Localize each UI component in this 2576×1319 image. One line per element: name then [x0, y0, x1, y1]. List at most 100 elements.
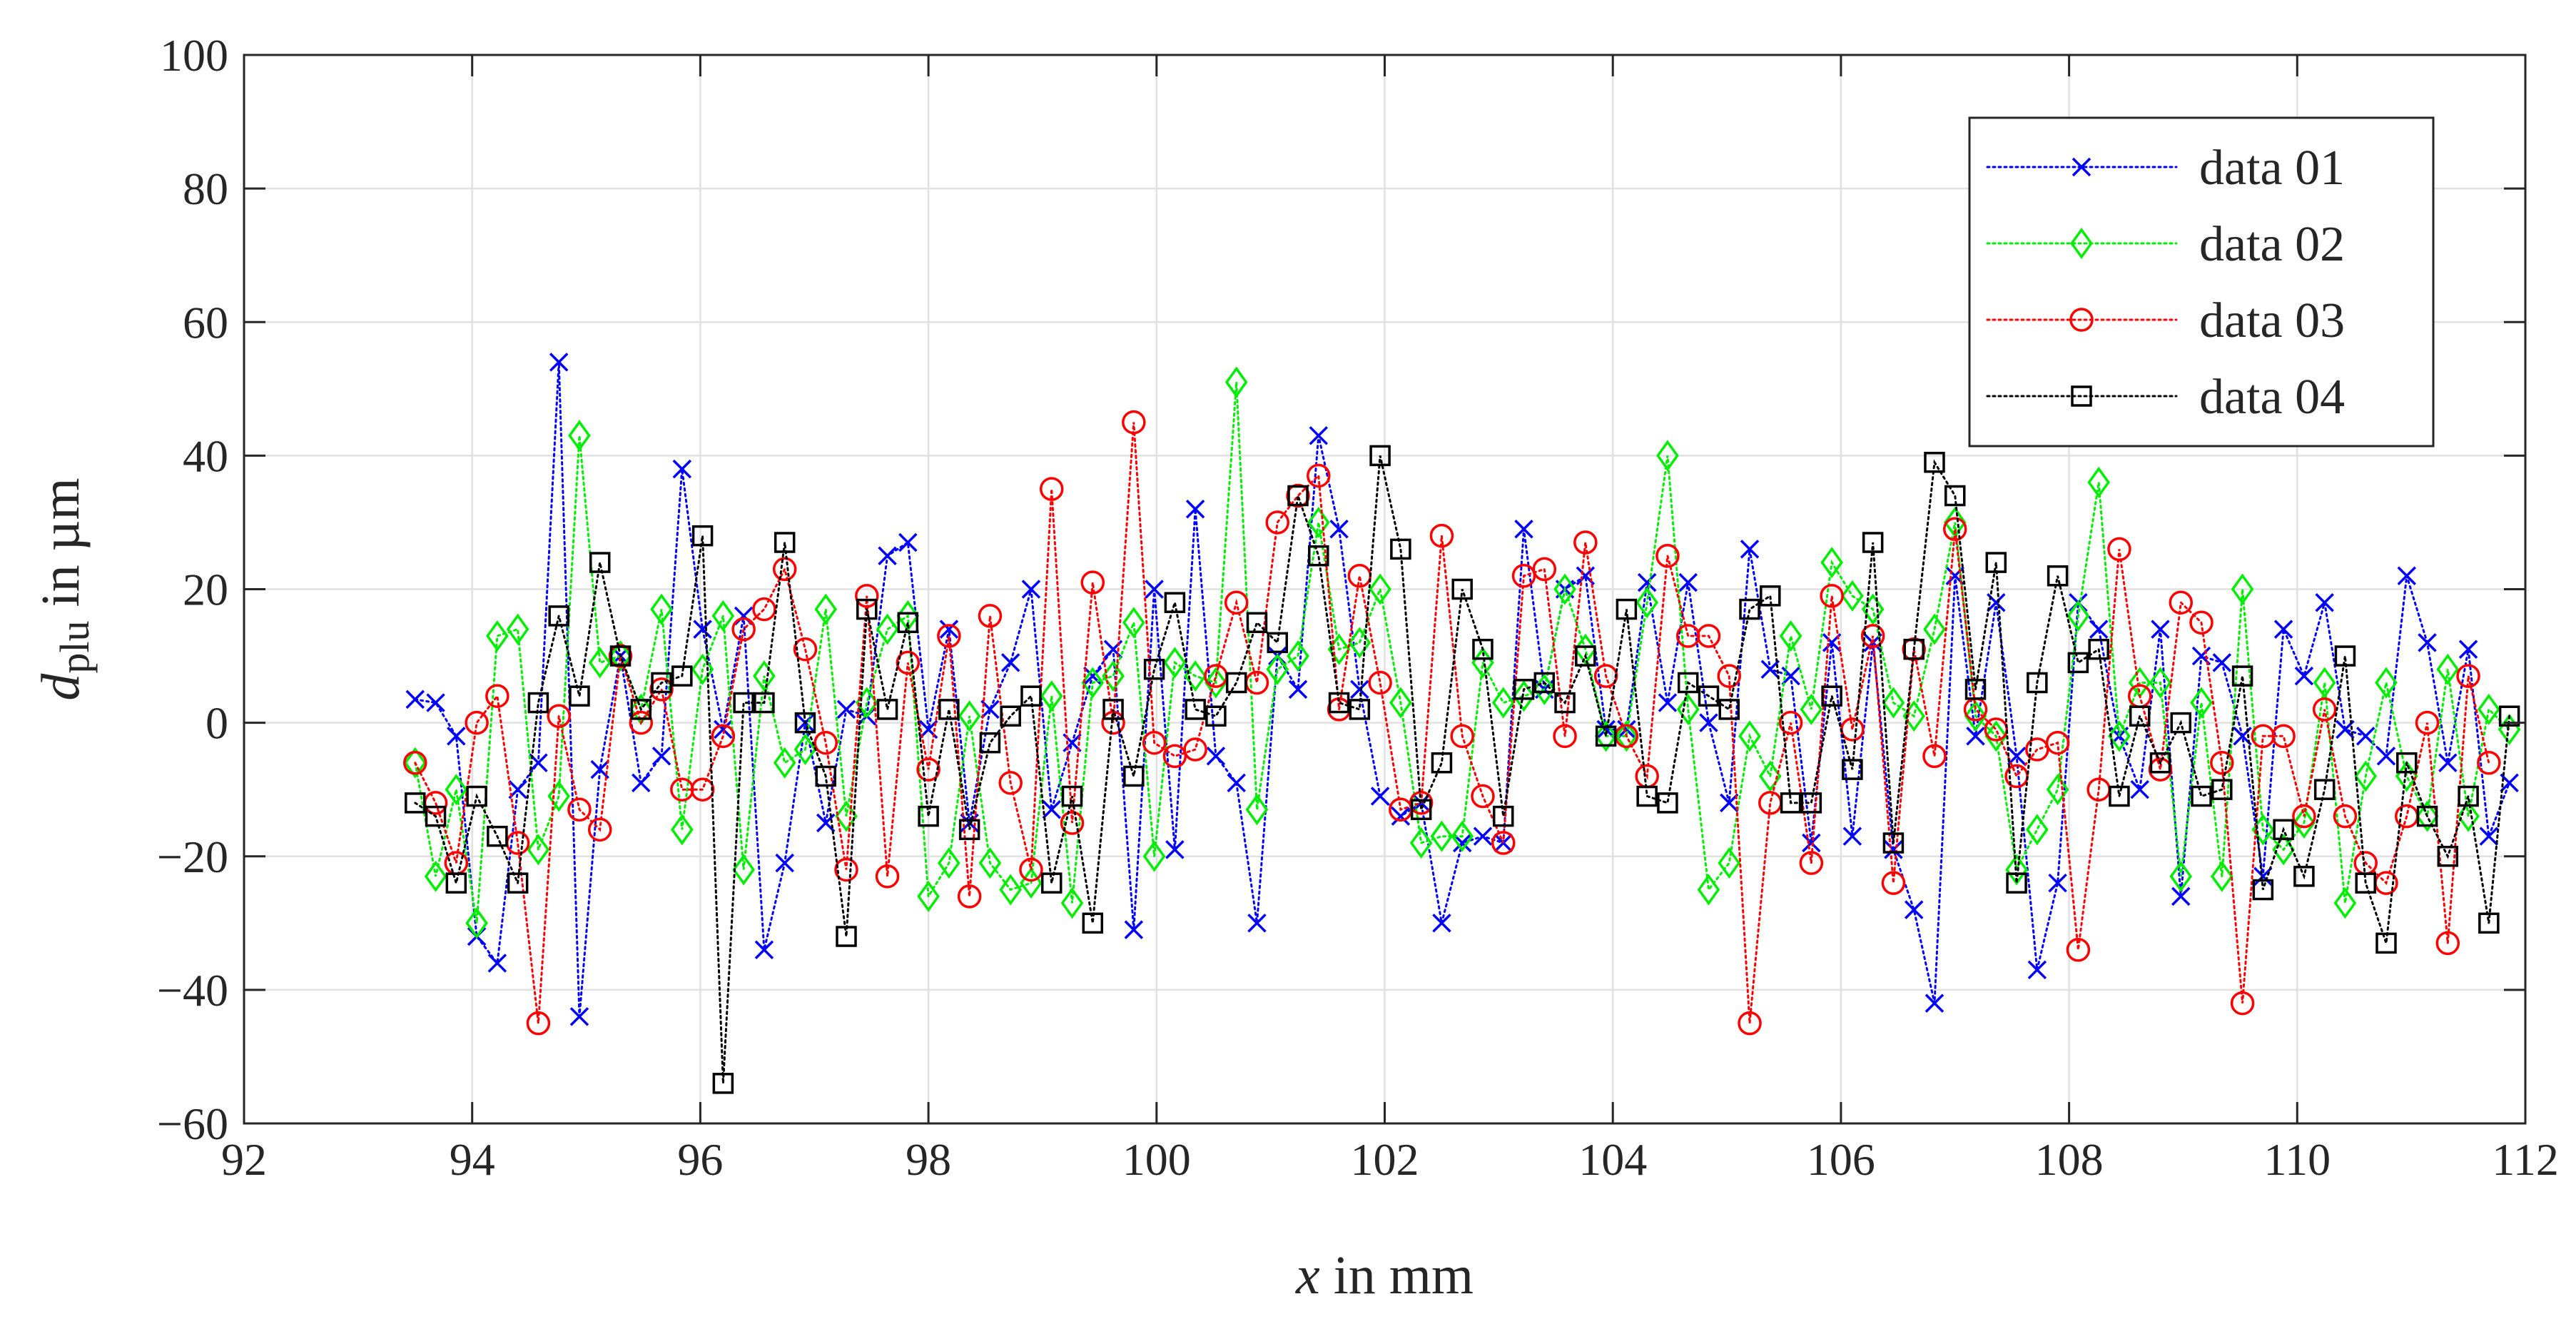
data-point-marker: [651, 672, 672, 694]
data-point-marker: [2129, 705, 2151, 727]
data-point-marker: [794, 712, 816, 734]
data-point-marker: [2457, 800, 2480, 832]
data-point-marker: [979, 732, 1001, 754]
data-point-marker: [1019, 857, 1043, 882]
x-axis-label: x in mm: [1295, 1245, 1474, 1305]
data-point-marker: [1286, 483, 1310, 508]
data-point-marker: [569, 685, 590, 707]
data-point-marker: [2313, 667, 2336, 699]
data-point-marker: [2273, 819, 2294, 841]
data-point-marker: [1245, 794, 1269, 826]
data-point-marker: [1882, 687, 1905, 719]
data-point-marker: [1512, 680, 1536, 712]
data-point-marker: [588, 647, 612, 679]
data-point-marker: [1143, 659, 1165, 680]
data-point-marker: [774, 532, 796, 553]
y-tick-label: −20: [157, 832, 228, 882]
data-point-marker: [650, 593, 673, 625]
data-point-marker: [1350, 679, 1369, 699]
data-point-marker: [1370, 787, 1390, 806]
series-line: [414, 382, 2511, 924]
data-point-marker: [1758, 760, 1782, 792]
y-tick-label: −40: [157, 965, 228, 1016]
x-tick-label: 112: [2492, 1134, 2559, 1185]
data-point-marker: [447, 727, 466, 746]
data-point-marker: [1881, 871, 1906, 895]
data-point-marker: [1739, 598, 1760, 620]
data-point-marker: [466, 785, 487, 807]
data-point-marker: [1820, 584, 1844, 608]
data-point-marker: [793, 637, 818, 662]
data-point-marker: [1738, 1011, 1762, 1036]
data-point-marker: [937, 624, 961, 648]
y-tick-label: 0: [206, 698, 228, 749]
data-point-marker: [1492, 805, 1514, 827]
data-point-marker: [1800, 693, 1823, 725]
data-point-marker: [1409, 827, 1433, 859]
data-point-marker: [1720, 793, 1739, 813]
data-point-marker: [1841, 580, 1864, 612]
data-point-marker: [2072, 157, 2091, 177]
data-point-marker: [649, 677, 674, 702]
data-point-marker: [2230, 991, 2255, 1016]
data-point-marker: [2375, 932, 2397, 954]
data-point-marker: [813, 730, 838, 755]
data-point-marker: [2006, 872, 2027, 894]
data-point-marker: [2292, 804, 2316, 829]
y-tick-label: 40: [183, 430, 228, 481]
data-point-marker: [1779, 620, 1802, 652]
data-point-marker: [938, 699, 960, 720]
data-point-marker: [836, 926, 857, 947]
data-point-marker: [1904, 900, 1924, 919]
data-point-marker: [958, 819, 980, 841]
data-point-marker: [1246, 612, 1268, 634]
y-tick-labels: −60 −40 −20 0 20 40 60 80 100: [157, 30, 228, 1149]
data-point-marker: [609, 645, 632, 667]
data-point-marker: [2315, 592, 2334, 612]
data-point-marker: [1657, 792, 1678, 814]
data-point-marker: [445, 872, 467, 894]
data-point-marker: [2333, 804, 2358, 829]
data-point-marker: [2210, 860, 2233, 892]
data-point-marker: [876, 613, 899, 645]
data-point-marker: [1021, 580, 1041, 599]
data-point-marker: [1307, 506, 1330, 538]
data-point-marker: [569, 1007, 589, 1026]
data-point-marker: [1429, 523, 1454, 548]
data-point-marker: [1267, 632, 1288, 654]
data-point-marker: [2436, 653, 2460, 685]
data-point-marker: [754, 692, 775, 714]
data-point-marker: [836, 699, 856, 719]
data-point-marker: [1799, 851, 1824, 875]
data-point-marker: [1183, 737, 1207, 762]
data-point-marker: [2151, 620, 2170, 639]
data-point-marker: [1451, 820, 1474, 852]
data-point-marker: [917, 880, 940, 912]
y-axis-subscript: plu: [51, 620, 98, 673]
data-point-marker: [2313, 779, 2336, 800]
data-point-marker: [714, 719, 733, 739]
data-point-marker: [1206, 747, 1226, 766]
data-point-marker: [1328, 692, 1350, 714]
data-point-marker: [2294, 666, 2314, 686]
data-point-marker: [632, 773, 651, 793]
data-point-marker: [731, 617, 756, 642]
data-point-marker: [1369, 573, 1391, 605]
data-point-marker: [2191, 785, 2212, 807]
data-point-marker: [2456, 664, 2480, 688]
data-point-marker: [896, 650, 921, 675]
data-point-marker: [1595, 725, 1617, 747]
axis-ticks: [243, 54, 2527, 1125]
data-point-marker: [1676, 693, 1700, 725]
y-tick-label: 20: [183, 565, 228, 615]
data-point-marker: [2458, 640, 2478, 659]
data-point-marker: [2354, 760, 2378, 792]
data-point-marker: [754, 940, 774, 959]
data-point-marker: [1082, 912, 1104, 934]
legend-entry: data 04: [1986, 370, 2345, 425]
data-point-marker: [1061, 785, 1083, 807]
data-point-marker: [1205, 705, 1227, 727]
data-point-marker: [999, 874, 1023, 906]
data-point-marker: [2069, 308, 2094, 332]
data-point-marker: [693, 620, 712, 639]
